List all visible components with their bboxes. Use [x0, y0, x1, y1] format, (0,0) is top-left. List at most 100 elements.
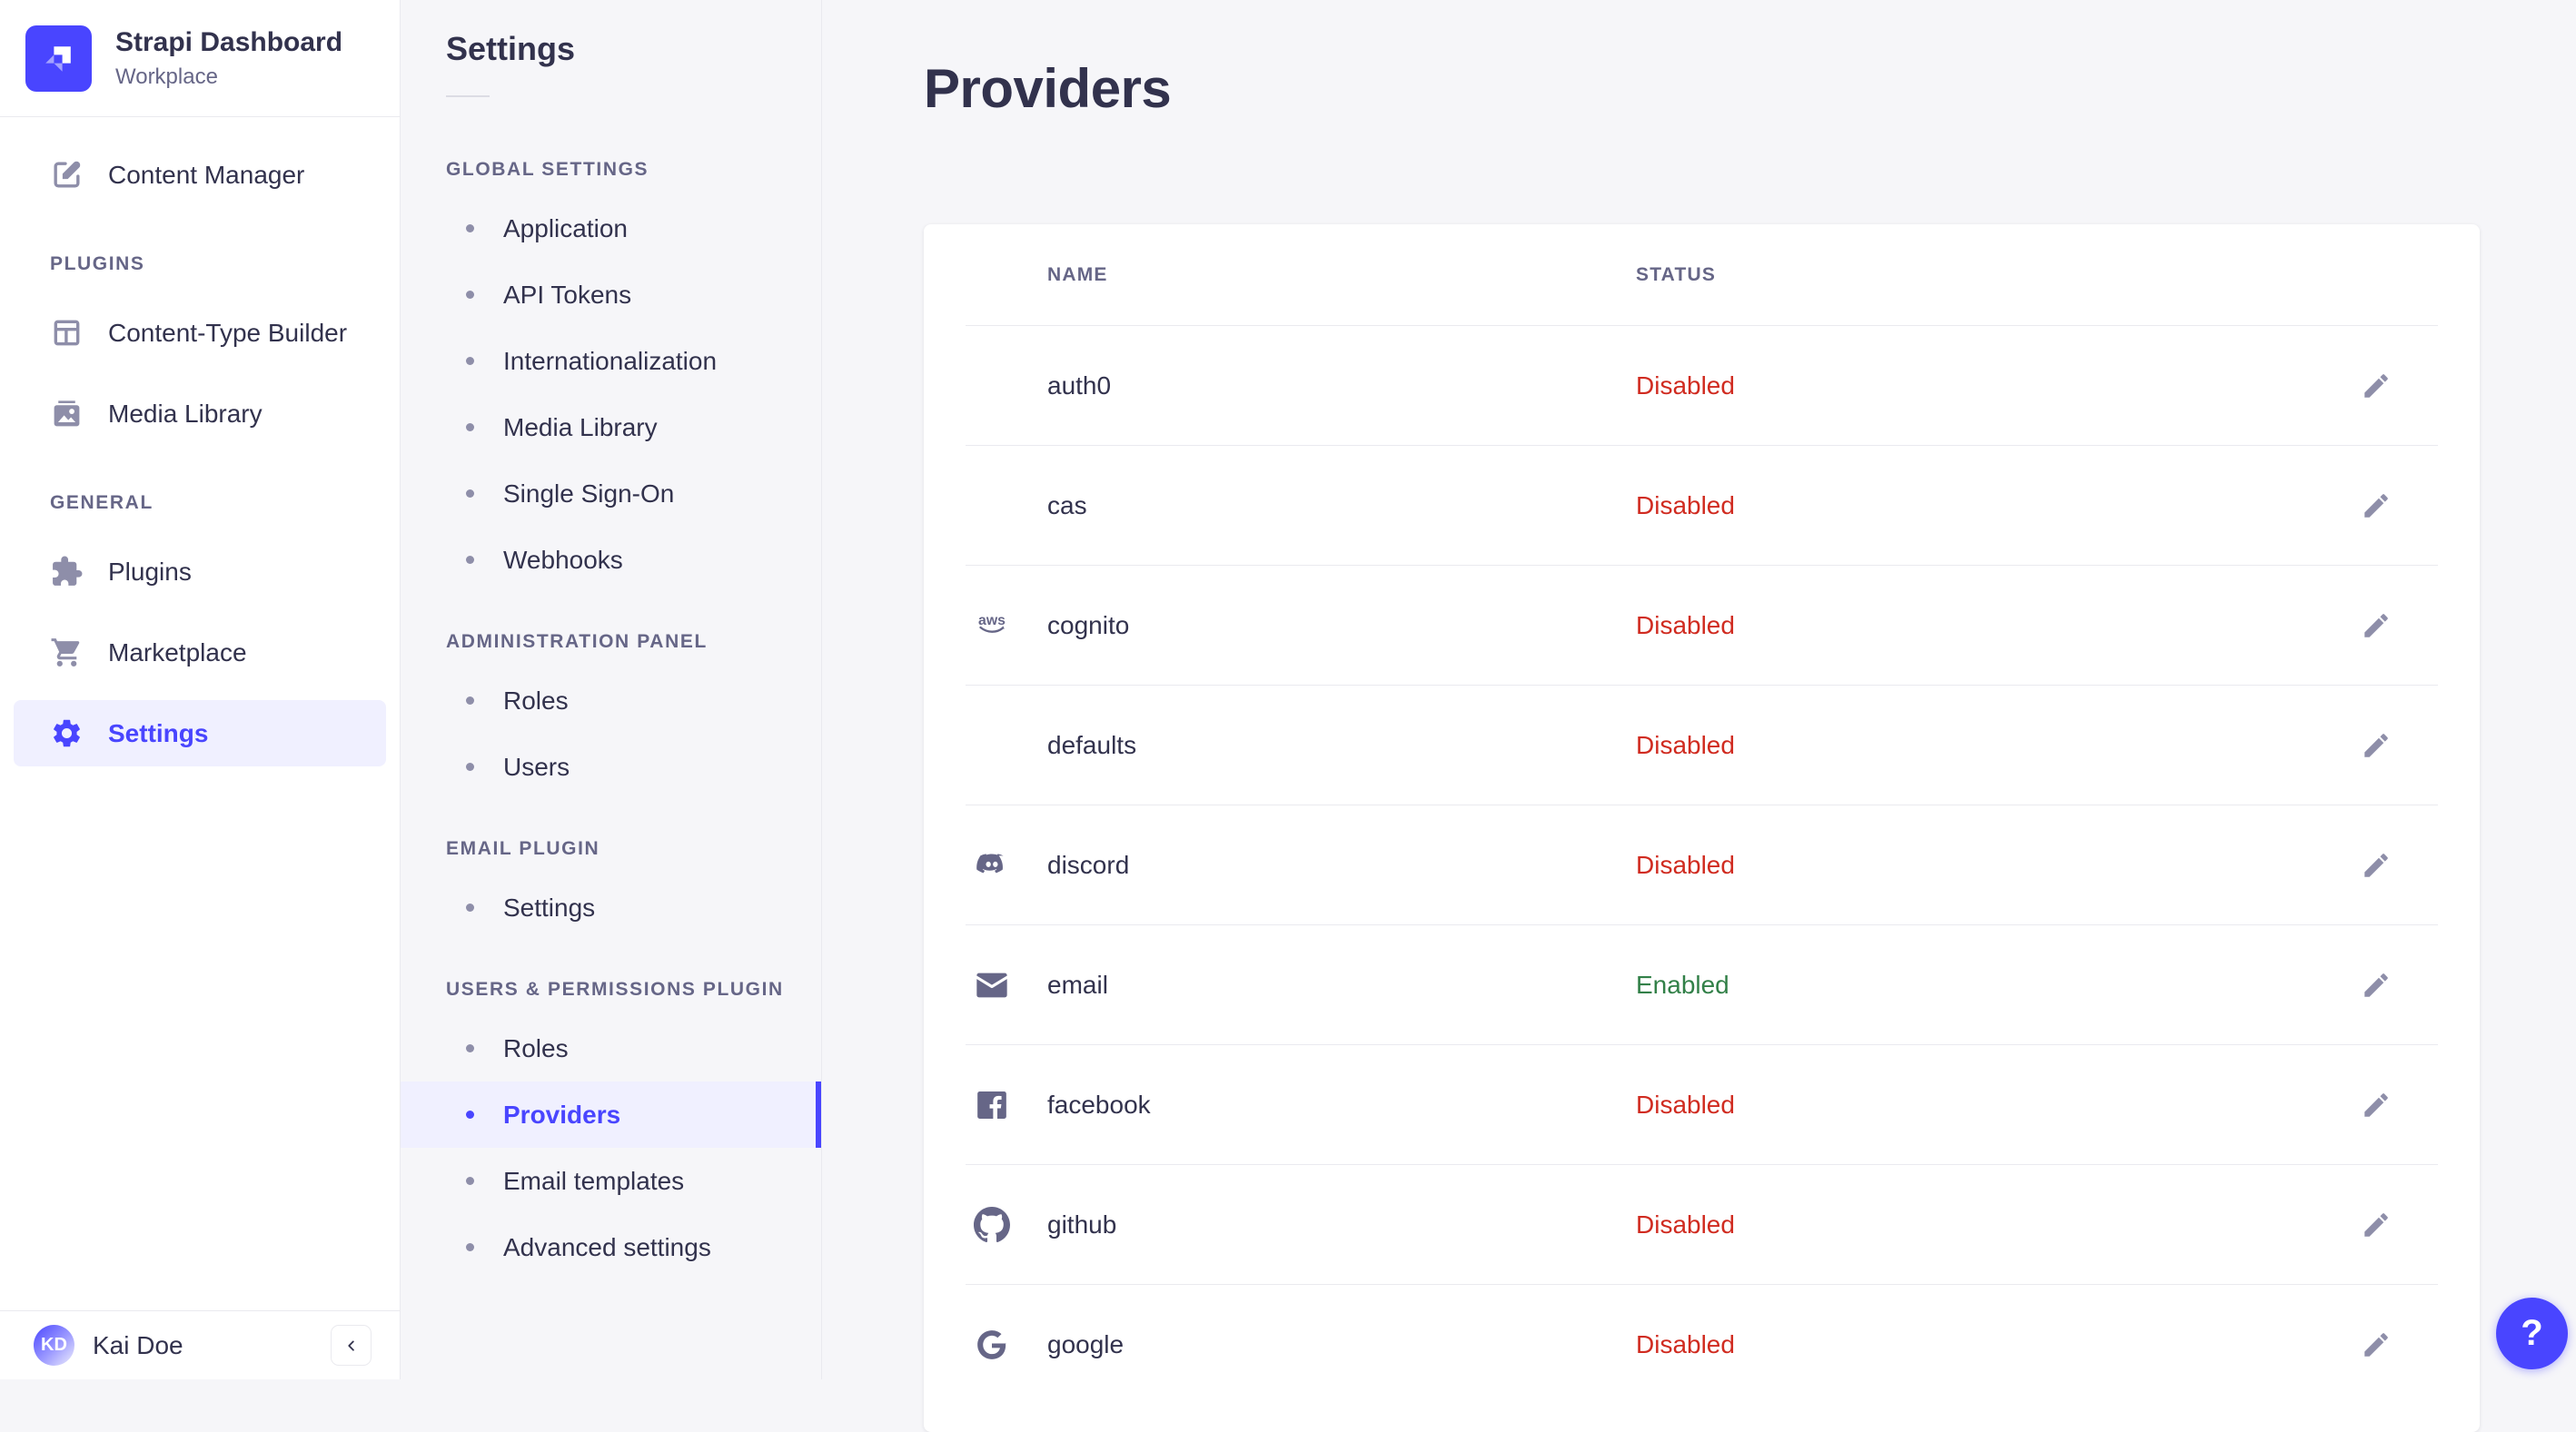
edit-provider-button[interactable]: [2356, 726, 2396, 765]
edit-provider-button[interactable]: [2356, 965, 2396, 1005]
subnav-item-label: Media Library: [503, 413, 658, 442]
provider-row-cas[interactable]: cas Disabled: [966, 446, 2438, 566]
subnav-item-label: Users: [503, 753, 570, 782]
pencil-icon: [2361, 1090, 2392, 1121]
column-header-status: STATUS: [1636, 264, 2438, 286]
subnav-item-label: Internationalization: [503, 347, 717, 376]
pencil-icon: [2361, 610, 2392, 641]
subnav-item-advanced-settings[interactable]: Advanced settings: [401, 1214, 821, 1280]
subnav-item-email-templates[interactable]: Email templates: [401, 1148, 821, 1214]
subnav-title-divider: [446, 95, 490, 97]
sidebar-item-label: Content Manager: [108, 161, 304, 190]
subnav-item-application[interactable]: Application: [401, 195, 821, 262]
bullet-icon: [466, 1111, 474, 1119]
provider-name: google: [1047, 1330, 1636, 1359]
provider-status: Disabled: [1636, 611, 2356, 640]
subnav-section-label: USERS & PERMISSIONS PLUGIN: [446, 979, 821, 1001]
subnav-section: ADMINISTRATION PANEL Roles Users: [401, 631, 821, 800]
provider-name: email: [1047, 971, 1636, 1000]
sidebar-section-label: PLUGINS: [50, 253, 400, 275]
provider-status: Disabled: [1636, 1210, 2356, 1239]
provider-row-email[interactable]: email Enabled: [966, 925, 2438, 1045]
sidebar-item-marketplace[interactable]: Marketplace: [14, 619, 386, 686]
subnav-item-label: Advanced settings: [503, 1233, 711, 1262]
bullet-icon: [466, 556, 474, 564]
sidebar-nav: Content Manager PLUGINS Content-Type Bui…: [0, 117, 400, 766]
chevron-left-icon: [342, 1336, 362, 1356]
bullet-icon: [466, 763, 474, 771]
providers-table-card: NAME STATUS auth0 Disabled cas Disabled …: [924, 224, 2480, 1432]
aws-icon: [974, 607, 1010, 644]
edit-provider-button[interactable]: [2356, 366, 2396, 406]
subnav-item-internationalization[interactable]: Internationalization: [401, 328, 821, 394]
user-name: Kai Doe: [93, 1331, 183, 1360]
pencil-icon: [2361, 1329, 2392, 1360]
subnav-item-roles[interactable]: Roles: [401, 1015, 821, 1081]
provider-name: cognito: [1047, 611, 1636, 640]
marketplace-icon: [50, 636, 84, 669]
subnav-item-label: Single Sign-On: [503, 479, 674, 509]
sidebar-item-plugins[interactable]: Plugins: [14, 538, 386, 605]
edit-provider-button[interactable]: [2356, 1205, 2396, 1245]
provider-name: github: [1047, 1210, 1636, 1239]
sidebar-section-label: GENERAL: [50, 492, 400, 514]
subnav-item-users[interactable]: Users: [401, 734, 821, 800]
edit-provider-button[interactable]: [2356, 606, 2396, 646]
subnav-item-providers[interactable]: Providers: [401, 1081, 821, 1148]
email-icon: [974, 967, 1010, 1003]
column-header-name: NAME: [1047, 264, 1636, 286]
sidebar-item-label: Marketplace: [108, 638, 247, 667]
subnav-item-label: Application: [503, 214, 628, 243]
pencil-icon: [2361, 730, 2392, 761]
sidebar-item-label: Media Library: [108, 400, 263, 429]
provider-status: Disabled: [1636, 1091, 2356, 1120]
subnav-item-label: Providers: [503, 1101, 620, 1130]
pencil-icon: [2361, 850, 2392, 881]
provider-row-discord[interactable]: discord Disabled: [966, 805, 2438, 925]
subnav-item-media-library[interactable]: Media Library: [401, 394, 821, 460]
provider-row-auth0[interactable]: auth0 Disabled: [966, 326, 2438, 446]
edit-provider-button[interactable]: [2356, 845, 2396, 885]
sidebar-item-media-library[interactable]: Media Library: [14, 380, 386, 447]
media-library-icon: [50, 397, 84, 430]
sidebar-item-label: Settings: [108, 719, 208, 748]
table-body: auth0 Disabled cas Disabled cognito Disa…: [924, 326, 2480, 1405]
provider-name: cas: [1047, 491, 1636, 520]
bullet-icon: [466, 489, 474, 498]
content-manager-icon: [50, 158, 84, 192]
bullet-icon: [466, 224, 474, 232]
collapse-sidebar-button[interactable]: [331, 1325, 372, 1366]
edit-provider-button[interactable]: [2356, 1085, 2396, 1125]
sidebar-item-label: Content-Type Builder: [108, 319, 347, 348]
workspace-switcher[interactable]: Strapi Dashboard Workplace: [0, 0, 400, 117]
subnav-section-label: ADMINISTRATION PANEL: [446, 631, 821, 653]
provider-status: Disabled: [1636, 371, 2356, 400]
help-question-mark: ?: [2521, 1313, 2542, 1354]
provider-row-cognito[interactable]: cognito Disabled: [966, 566, 2438, 686]
subnav-item-webhooks[interactable]: Webhooks: [401, 527, 821, 593]
subnav-item-single-sign-on[interactable]: Single Sign-On: [401, 460, 821, 527]
pencil-icon: [2361, 1210, 2392, 1240]
subnav-item-roles[interactable]: Roles: [401, 667, 821, 734]
subnav-item-api-tokens[interactable]: API Tokens: [401, 262, 821, 328]
bullet-icon: [466, 1044, 474, 1052]
pencil-icon: [2361, 490, 2392, 521]
subnav-item-label: API Tokens: [503, 281, 631, 310]
sidebar-item-content-type-builder[interactable]: Content-Type Builder: [14, 300, 386, 366]
sidebar-item-content-manager[interactable]: Content Manager: [14, 142, 386, 208]
subnav-item-label: Settings: [503, 894, 595, 923]
provider-row-google[interactable]: google Disabled: [966, 1285, 2438, 1405]
help-button[interactable]: ?: [2496, 1298, 2568, 1369]
bullet-icon: [466, 357, 474, 365]
sidebar-item-label: Plugins: [108, 558, 192, 587]
edit-provider-button[interactable]: [2356, 1325, 2396, 1365]
sidebar-item-settings[interactable]: Settings: [14, 700, 386, 766]
provider-name: facebook: [1047, 1091, 1636, 1120]
provider-name: discord: [1047, 851, 1636, 880]
subnav-item-settings[interactable]: Settings: [401, 874, 821, 941]
provider-row-defaults[interactable]: defaults Disabled: [966, 686, 2438, 805]
provider-row-facebook[interactable]: facebook Disabled: [966, 1045, 2438, 1165]
edit-provider-button[interactable]: [2356, 486, 2396, 526]
provider-row-github[interactable]: github Disabled: [966, 1165, 2438, 1285]
table-header-row: NAME STATUS: [966, 224, 2438, 326]
